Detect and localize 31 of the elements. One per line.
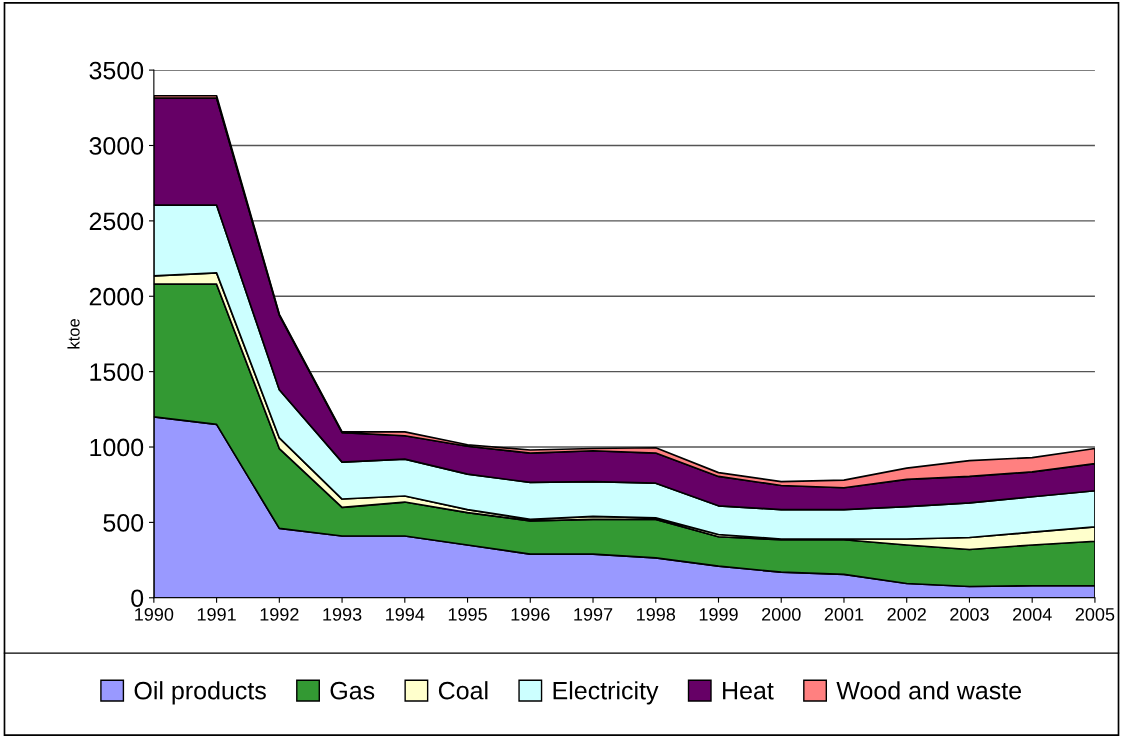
x-tick-label: 1993 bbox=[323, 607, 362, 621]
y-tick-label: 2500 bbox=[89, 212, 144, 231]
x-tick-label: 2000 bbox=[762, 607, 801, 621]
x-tick-label: 2005 bbox=[1075, 607, 1115, 621]
x-tick-label: 2001 bbox=[824, 607, 864, 621]
x-tick-label: 2003 bbox=[950, 607, 989, 621]
x-tick-label: 1996 bbox=[511, 607, 550, 621]
y-tick-label: 3000 bbox=[89, 137, 144, 155]
x-tick-label: 2002 bbox=[887, 607, 926, 621]
x-tick-label: 1991 bbox=[197, 607, 236, 621]
y-tick-label: 500 bbox=[103, 514, 144, 532]
x-tick-label: 1997 bbox=[574, 607, 613, 621]
y-tick-label: 2000 bbox=[89, 287, 144, 306]
legend-label: Electricity bbox=[553, 681, 659, 705]
x-tick-label: 1999 bbox=[699, 607, 738, 621]
legend-label: Coal bbox=[438, 681, 488, 700]
x-tick-label: 1998 bbox=[637, 607, 676, 621]
legend-label: Gas bbox=[330, 681, 375, 700]
x-tick-label: 1990 bbox=[135, 607, 174, 621]
y-axis-title: ktoe bbox=[67, 318, 80, 349]
x-tick-label: 2004 bbox=[1013, 607, 1052, 621]
y-tick-label: 3500 bbox=[89, 61, 144, 80]
x-tick-label: 1994 bbox=[386, 607, 425, 621]
y-tick-label: 1500 bbox=[90, 363, 144, 381]
y-tick-label: 0 bbox=[131, 589, 144, 608]
x-tick-label: 1992 bbox=[260, 607, 299, 621]
legend-label: Oil products bbox=[134, 681, 266, 705]
y-tick-label: 1000 bbox=[90, 438, 144, 457]
x-tick-label: 1995 bbox=[448, 607, 487, 621]
legend-label: Heat bbox=[723, 682, 774, 700]
legend-label: Wood and waste bbox=[836, 681, 1021, 700]
